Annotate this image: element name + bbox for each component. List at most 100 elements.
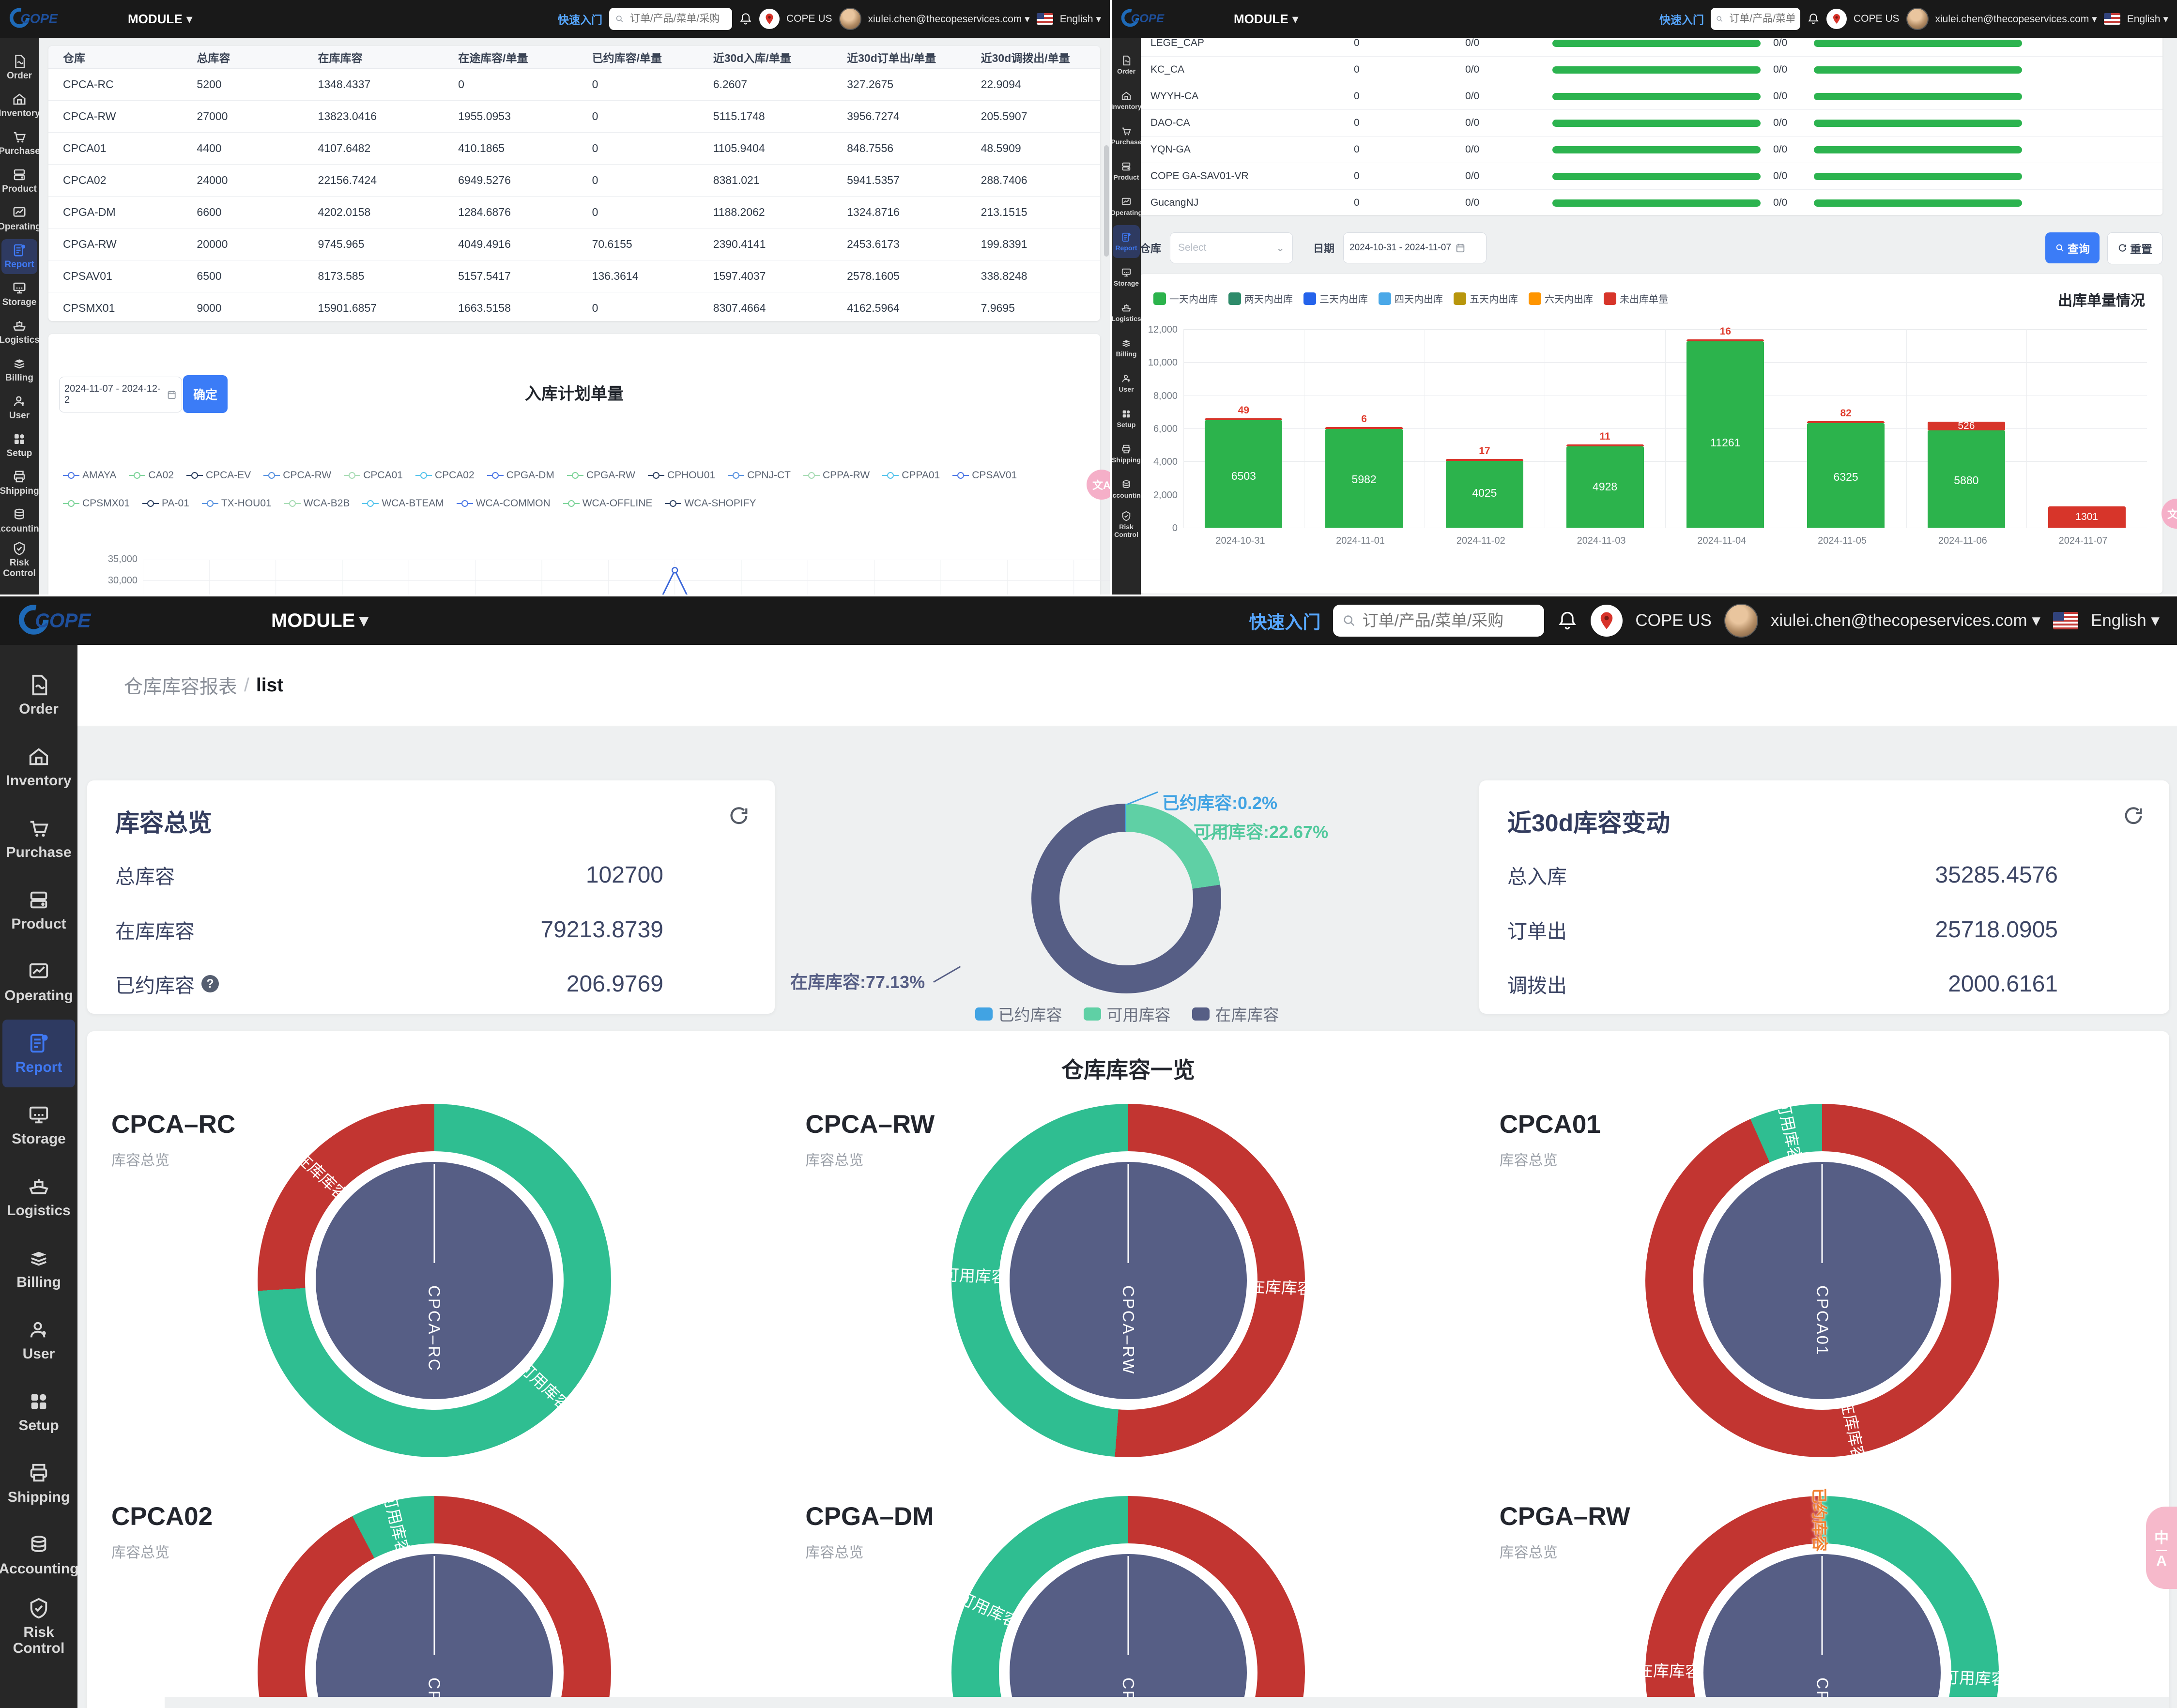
legend-item[interactable]: CPHOU01 — [647, 470, 715, 481]
sidebar-item-risk-control[interactable]: Risk Control — [2, 1593, 75, 1661]
bar-2024-11-01[interactable]: 5982 6 — [1325, 329, 1403, 528]
sidebar-item-billing[interactable]: Billing — [2, 1235, 75, 1302]
sidebar-item-purchase[interactable]: Purchase — [2, 805, 75, 872]
cope-logo[interactable]: COPE — [17, 601, 99, 641]
sidebar-item-accounting[interactable]: Accounting — [0, 1521, 77, 1589]
legend-item[interactable]: WCA-BTEAM — [362, 498, 444, 509]
legend-item[interactable]: 两天内出库 — [1228, 291, 1293, 305]
legend-item[interactable]: CPCA01 — [344, 470, 403, 481]
sidebar-item-inventory[interactable]: Inventory — [0, 88, 39, 123]
sidebar-item-billing[interactable]: Billing — [1, 352, 37, 387]
refresh-icon[interactable] — [2122, 806, 2144, 830]
warehouse-row[interactable]: KC_CA 0 0/0 0/0 — [1140, 57, 2162, 83]
sidebar-item-risk-control[interactable]: Risk Control — [1, 541, 37, 579]
bell-icon[interactable] — [1807, 13, 1820, 25]
warehouse-donut[interactable]: CPCA–RW 在库库容 可用库容 — [943, 1104, 1313, 1457]
legend-item[interactable]: WCA-SHOPIFY — [665, 498, 756, 509]
warehouse-donut[interactable]: CPCA01 在库库容 可用库容 — [1645, 1098, 1999, 1464]
legend-item[interactable]: CA02 — [129, 470, 174, 481]
avatar[interactable] — [839, 8, 861, 30]
table-row[interactable]: CPCA-RW 27000 13823.0416 1955.0953 0 5115.174… — [48, 101, 1100, 133]
bell-icon[interactable] — [1557, 610, 1578, 631]
warehouse-row[interactable]: COPE GA-SAV01-VR 0 0/0 0/0 — [1140, 163, 2162, 190]
sidebar-item-product[interactable]: Product — [2, 876, 75, 944]
warehouse-select[interactable]: Select ⌄ — [1170, 232, 1293, 263]
legend-item[interactable]: WCA-COMMON — [456, 498, 551, 509]
legend-item[interactable]: CPCA02 — [415, 470, 475, 481]
sidebar-item-product[interactable]: Product — [1, 164, 37, 198]
inbound-line-chart[interactable] — [143, 560, 1110, 595]
sidebar-item-order[interactable]: Order — [2, 661, 75, 729]
legend-item[interactable]: CPGA-RW — [567, 470, 635, 481]
sidebar-item-shipping[interactable]: Shipping — [2, 1449, 75, 1517]
sidebar-item-purchase[interactable]: Purchase — [0, 126, 39, 161]
cope-logo[interactable]: COPE — [9, 5, 63, 33]
legend-item[interactable]: AMAYA — [63, 470, 116, 481]
sidebar-item-logistics[interactable]: Logistics — [2, 1163, 75, 1231]
help-icon[interactable]: ? — [201, 975, 219, 992]
search-input[interactable] — [1361, 611, 1536, 630]
warehouse-row[interactable]: GucangNJ 0 0/0 0/0 — [1140, 190, 2162, 216]
bar-2024-11-04[interactable]: 11261 16 — [1686, 326, 1764, 528]
sidebar-item-accounting[interactable]: Accounting — [0, 503, 39, 538]
avatar[interactable] — [1724, 604, 1758, 638]
date-range-input[interactable]: 2024-11-07 - 2024-12-2 — [59, 377, 182, 412]
sidebar-item-storage[interactable]: Storage — [1, 277, 37, 312]
org-name[interactable]: COPE US — [1853, 13, 1900, 24]
legend-item[interactable]: CPCA-RW — [263, 470, 331, 481]
legend-item[interactable]: CPPA01 — [882, 470, 940, 481]
sidebar-item-order[interactable]: Order — [1, 50, 37, 85]
quick-start-link[interactable]: 快速入门 — [1659, 14, 1704, 26]
org-pin-icon[interactable] — [759, 9, 780, 29]
org-name[interactable]: COPE US — [1635, 611, 1712, 630]
warehouse-row[interactable]: WYYH-CA 0 0/0 0/0 — [1140, 83, 2162, 110]
sidebar-item-report[interactable]: Report — [1113, 225, 1140, 258]
sidebar-item-logistics[interactable]: Logistics — [0, 315, 39, 350]
sidebar-item-inventory[interactable]: Inventory — [1112, 84, 1141, 117]
table-row[interactable]: CPCA-RC 5200 1348.4337 0 0 6.2607 327.2675 22.9… — [48, 69, 1100, 101]
module-menu[interactable]: MODULE ▾ — [128, 11, 193, 26]
sidebar-item-order[interactable]: Order — [1113, 48, 1140, 81]
sidebar-item-storage[interactable]: Storage — [1113, 260, 1140, 293]
bar-2024-11-03[interactable]: 4928 11 — [1566, 329, 1644, 528]
warehouse-row[interactable]: LEGE_CAP 0 0/0 0/0 — [1140, 30, 2162, 57]
user-email[interactable]: xiulei.chen@thecopeservices.com ▾ — [1935, 13, 2097, 25]
sidebar-item-risk-control[interactable]: Risk Control — [1113, 508, 1140, 541]
bar-2024-10-31[interactable]: 6503 49 — [1205, 329, 1283, 528]
breadcrumb-section[interactable]: 仓库库容报表 — [124, 676, 238, 698]
sidebar-item-operating[interactable]: Operating — [0, 201, 39, 236]
org-pin-icon[interactable] — [1826, 9, 1847, 29]
user-email[interactable]: xiulei.chen@thecopeservices.com ▾ — [1770, 611, 2040, 630]
sidebar-item-report[interactable]: Report — [1, 239, 37, 274]
legend-item[interactable]: TX-HOU01 — [201, 498, 272, 509]
legend-item[interactable]: CPSMX01 — [63, 498, 130, 509]
bar-2024-11-05[interactable]: 6325 82 — [1807, 329, 1885, 528]
org-name[interactable]: COPE US — [786, 13, 832, 24]
sidebar-item-billing[interactable]: Billing — [1113, 331, 1140, 364]
reset-button[interactable]: 重置 — [2107, 232, 2162, 264]
sidebar-item-user[interactable]: User — [1113, 366, 1140, 399]
warehouse-donut[interactable]: CPCA02在库库容可用库容 — [257, 1491, 611, 1708]
legend-item[interactable]: CPNJ-CT — [728, 470, 791, 481]
global-search[interactable] — [609, 8, 732, 30]
sidebar-item-setup[interactable]: Setup — [1, 428, 37, 463]
warehouse-donut[interactable]: CPCA–RC 可用库容 在库库容 — [257, 1104, 611, 1457]
legend-item[interactable]: WCA-B2B — [284, 498, 350, 509]
language-select[interactable]: English ▾ — [2090, 611, 2160, 630]
sidebar-item-storage[interactable]: Storage — [2, 1091, 75, 1159]
sidebar-item-accounting[interactable]: Accounting — [1112, 473, 1141, 505]
sidebar-item-user[interactable]: User — [1, 390, 37, 425]
sidebar-item-shipping[interactable]: Shipping — [0, 466, 39, 501]
global-search[interactable] — [1333, 605, 1545, 637]
bell-icon[interactable] — [739, 12, 752, 26]
date-range-input[interactable]: 2024-10-31 - 2024-11-07 — [1343, 232, 1487, 263]
sidebar-item-logistics[interactable]: Logistics — [1112, 296, 1141, 329]
legend-item[interactable]: CPSAV01 — [952, 470, 1017, 481]
warehouse-donut[interactable]: CPGA–RW可用库容在库库容已约库容 — [1637, 1488, 2008, 1708]
avatar[interactable] — [1906, 8, 1929, 30]
table-row[interactable]: CPSMX01 9000 15901.6857 1663.5158 0 8307.4664… — [48, 292, 1100, 321]
warehouse-row[interactable]: YQN-GA 0 0/0 0/0 — [1140, 137, 2162, 163]
quick-start-link[interactable]: 快速入门 — [1249, 612, 1321, 632]
legend-item[interactable]: 可用库容 — [1083, 1002, 1171, 1025]
language-select[interactable]: English ▾ — [1059, 13, 1101, 25]
